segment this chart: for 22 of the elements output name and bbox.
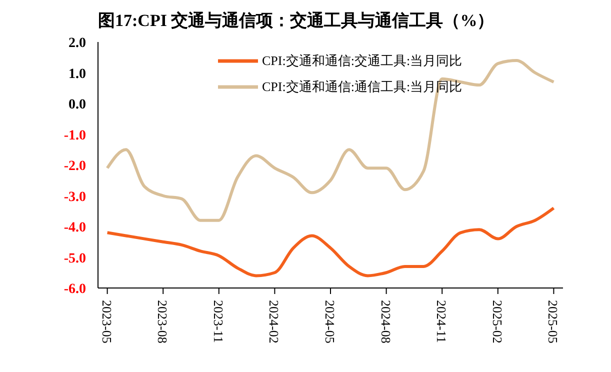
y-tick-label: 1.0 — [68, 66, 86, 82]
x-tick-label: 2023-11 — [210, 300, 226, 343]
x-tick-label: 2025-05 — [546, 300, 561, 344]
y-tick-label: -5.0 — [64, 251, 86, 266]
x-tick-label: 2024-08 — [378, 300, 394, 344]
y-tick-label: -2.0 — [64, 159, 86, 174]
x-tick-label: 2025-02 — [490, 300, 505, 344]
x-tick-label: 2024-02 — [266, 300, 282, 344]
y-tick-label: -1.0 — [64, 128, 86, 144]
y-tick-label: -6.0 — [64, 282, 86, 297]
x-tick-label: 2023-05 — [99, 300, 114, 344]
x-tick-label: 2024-11 — [434, 300, 450, 343]
line-series — [106, 206, 556, 278]
y-tick-label: 0.0 — [68, 98, 86, 112]
x-tick-label: 2024-05 — [322, 300, 338, 344]
chart-title: 图17:CPI 交通与通信项：交通工具与通信工具（%） — [98, 10, 496, 32]
x-tick-label: 2023-08 — [155, 300, 170, 344]
y-tick-label: -4.0 — [64, 220, 86, 236]
legend-label: CPI:交通和通信:交通工具:当月同比 — [262, 52, 462, 70]
y-tick-label: 2.0 — [68, 36, 86, 51]
y-tick-label: -3.0 — [64, 190, 86, 205]
legend-label: CPI:交通和通信:通信工具:当月同比 — [262, 78, 462, 96]
